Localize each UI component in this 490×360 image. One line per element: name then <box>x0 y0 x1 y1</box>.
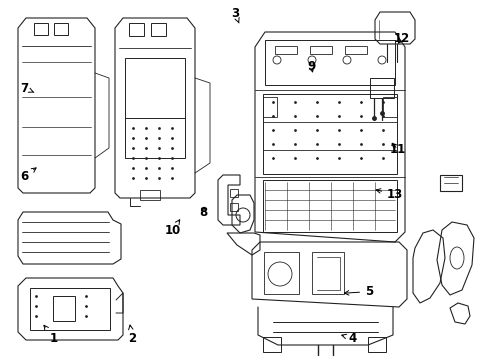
Text: 7: 7 <box>21 82 34 95</box>
Text: 6: 6 <box>21 168 36 183</box>
Text: 3: 3 <box>231 7 239 23</box>
Text: 4: 4 <box>342 332 357 345</box>
Text: 10: 10 <box>164 220 181 237</box>
Text: 5: 5 <box>344 285 373 298</box>
Text: 13: 13 <box>376 188 403 201</box>
Text: 11: 11 <box>390 143 406 156</box>
Text: 8: 8 <box>199 206 207 219</box>
Text: 2: 2 <box>128 325 136 345</box>
Text: 12: 12 <box>393 32 410 45</box>
Text: 1: 1 <box>44 325 58 345</box>
Text: 9: 9 <box>307 60 315 73</box>
